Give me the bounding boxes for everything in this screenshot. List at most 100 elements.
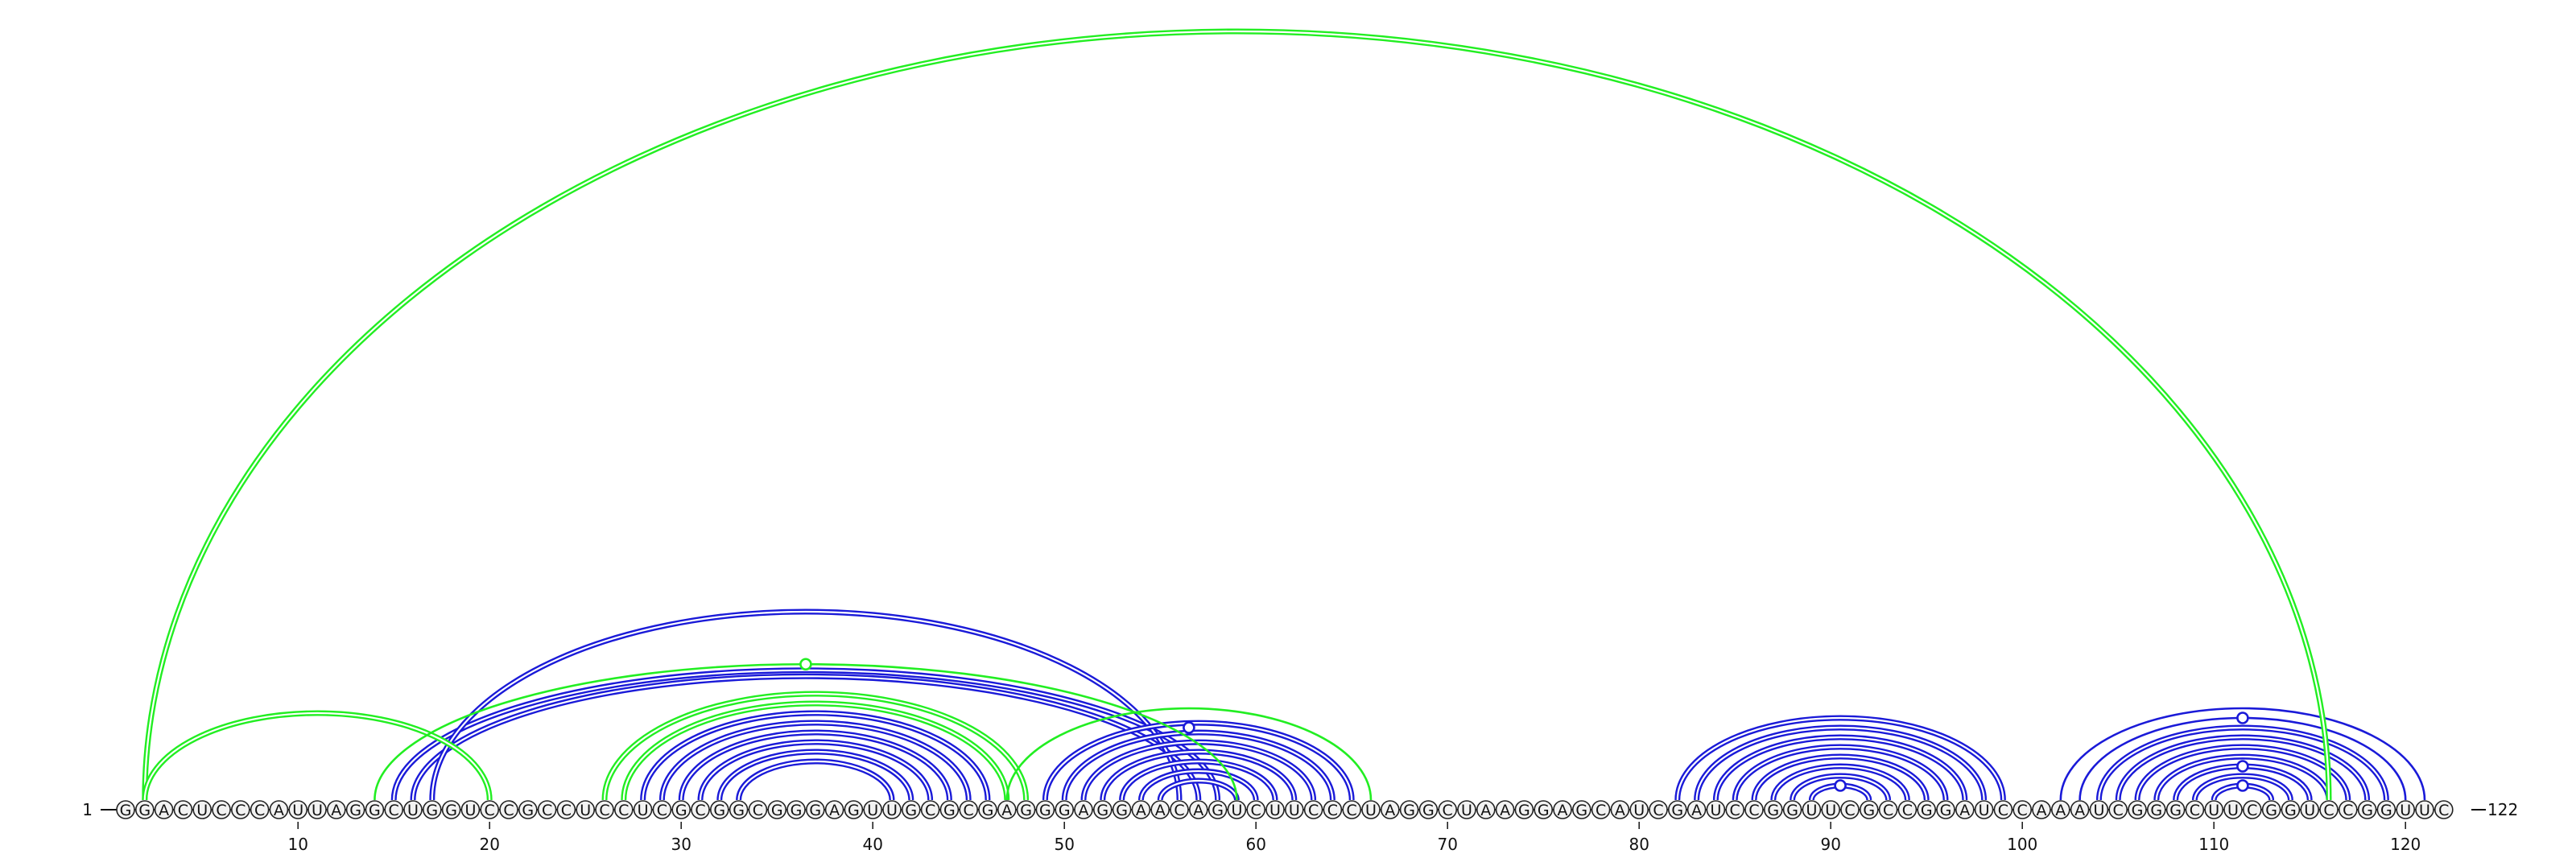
blue-pair-arc-109-114 xyxy=(2191,773,2293,801)
nucleotide: U xyxy=(1821,800,1840,819)
nucleotide-letter: A xyxy=(2074,802,2085,819)
nucleotide: U xyxy=(1361,800,1381,819)
nucleotide-letter: G xyxy=(1518,802,1530,819)
nucleotide: G xyxy=(116,800,135,819)
nucleotide-letter: A xyxy=(1193,802,1203,819)
nucleotide-letter: G xyxy=(1767,802,1779,819)
blue-pair-arc-88-93 xyxy=(1790,773,1892,801)
nucleotide: G xyxy=(1860,800,1879,819)
nucleotide-letter: C xyxy=(1844,802,1855,819)
tick-label-120: 120 xyxy=(2390,835,2421,854)
blue-pair-arc-31-43 xyxy=(697,739,934,801)
nucleotide: C xyxy=(173,800,193,819)
nucleotide: A xyxy=(1610,800,1630,819)
nucleotide: C xyxy=(1170,800,1189,819)
nucleotide-letter: G xyxy=(369,802,381,819)
nucleotide: A xyxy=(1189,800,1208,819)
nucleotide: C xyxy=(1342,800,1361,819)
nucleotide-letter: G xyxy=(1921,802,1933,819)
nucleotide: G xyxy=(2261,800,2281,819)
nucleotide: G xyxy=(1035,800,1055,819)
nucleotide-letter: C xyxy=(2190,802,2200,819)
nucleotide: U xyxy=(863,800,882,819)
nucleotide-letter: U xyxy=(886,802,898,819)
nucleotide-letter: G xyxy=(1212,802,1224,819)
nucleotide: C xyxy=(1744,800,1764,819)
nucleotide: C xyxy=(652,800,672,819)
tick-label-10: 10 xyxy=(287,835,308,854)
tick-label-60: 60 xyxy=(1245,835,1265,854)
nucleotide: C xyxy=(2108,800,2128,819)
nucleotide-letter: U xyxy=(638,802,649,819)
blue-pair-arc-102-121 xyxy=(2059,707,2426,801)
nucleotide-letter: U xyxy=(2227,802,2239,819)
nucleotide-letter: G xyxy=(791,802,803,819)
nucleotide-letter: G xyxy=(2380,802,2392,819)
nucleotide-letter: G xyxy=(1039,802,1051,819)
nucleotide-letter: C xyxy=(1596,802,1606,819)
nucleotide: G xyxy=(786,800,806,819)
nucleotide-letter: G xyxy=(1403,802,1415,819)
arc-marker-110-113 xyxy=(2236,779,2249,792)
nucleotide: G xyxy=(1936,800,1955,819)
nucleotide-letter: U xyxy=(407,802,419,819)
blue-pair-arc-49-65 xyxy=(1042,720,1355,801)
nucleotide: G xyxy=(709,800,729,819)
green-pair-arc-47-66 xyxy=(1005,707,1373,801)
nucleotide-letter: G xyxy=(1116,802,1128,819)
nucleotide: C xyxy=(2319,800,2339,819)
nucleotide-letter: G xyxy=(905,802,917,819)
nucleotide: A xyxy=(1476,800,1496,819)
nucleotide: G xyxy=(1418,800,1439,819)
nucleotide-letter: G xyxy=(1863,802,1875,819)
nucleotide: U xyxy=(192,800,212,819)
nucleotide: C xyxy=(1993,800,2013,819)
nucleotide-letter: C xyxy=(542,802,552,819)
nucleotide: U xyxy=(1629,800,1649,819)
nucleotide-letter: G xyxy=(1575,802,1587,819)
blue-pair-arc-50-64 xyxy=(1061,729,1335,801)
nucleotide: C xyxy=(384,800,404,819)
nucleotide-letter: U xyxy=(2093,802,2104,819)
nucleotide-letter: C xyxy=(1902,802,1913,819)
nucleotide: A xyxy=(1074,800,1093,819)
nucleotide-letter: C xyxy=(2113,802,2124,819)
tick-label-80: 80 xyxy=(1629,835,1649,854)
nucleotide-letter: G xyxy=(771,802,783,819)
arc-marker-89-92 xyxy=(1834,779,1847,792)
nucleotide: C xyxy=(1323,800,1343,819)
nucleotide-letter: G xyxy=(522,802,534,819)
nucleotide: G xyxy=(1534,800,1553,819)
nucleotide-letter: G xyxy=(120,802,132,819)
nucleotide-letter: U xyxy=(1231,802,1242,819)
nucleotide-letter: C xyxy=(964,802,974,819)
arc-marker-49-64 xyxy=(1183,721,1195,734)
nucleotide: A xyxy=(326,800,346,819)
nucleotide: U xyxy=(2396,800,2415,819)
blue-pair-arc-87-94 xyxy=(1770,763,1910,801)
nucleotide: U xyxy=(2089,800,2109,819)
nucleotide: C xyxy=(2434,800,2454,819)
nucleotide-letter: A xyxy=(1500,802,1510,819)
nucleotide-letter: C xyxy=(1308,802,1319,819)
nucleotide-letter: G xyxy=(2150,802,2162,819)
nucleotide: C xyxy=(1840,800,1860,819)
nucleotide-letter: U xyxy=(1979,802,1990,819)
nucleotide-letter: C xyxy=(1443,802,1453,819)
nucleotide: A xyxy=(1381,800,1400,819)
nucleotide-letter: G xyxy=(1020,802,1032,819)
nucleotide-letter: C xyxy=(235,802,246,819)
blue-pair-arc-16-57 xyxy=(410,673,1202,801)
tick-label-110: 110 xyxy=(2198,835,2229,854)
nucleotide-letter: C xyxy=(695,802,705,819)
nucleotide-letter: G xyxy=(733,802,745,819)
nucleotide-letter: G xyxy=(713,802,725,819)
nucleotide: U xyxy=(882,800,902,819)
nucleotide-letter: C xyxy=(2323,802,2334,819)
base-pair-arcs xyxy=(142,28,2426,801)
nucleotide: U xyxy=(1227,800,1247,819)
nucleotide: A xyxy=(269,800,289,819)
nucleotide-letter: U xyxy=(1710,802,1721,819)
nucleotide: U xyxy=(633,800,653,819)
